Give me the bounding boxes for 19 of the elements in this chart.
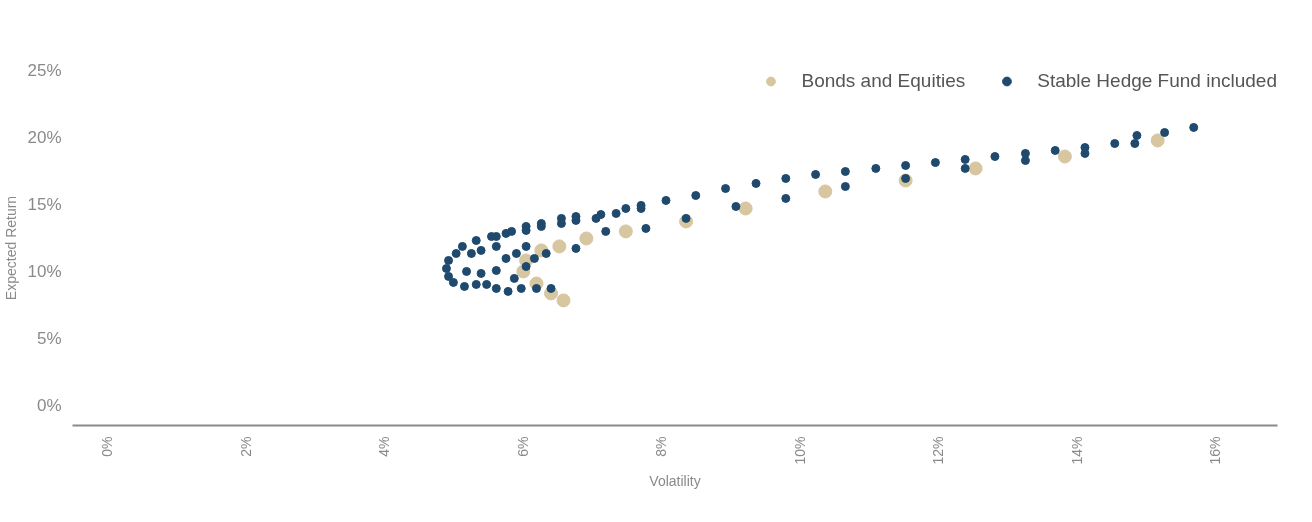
x-tick-label: 16% xyxy=(1207,436,1224,465)
y-tick-label: 0% xyxy=(36,395,62,415)
x-tick-label: 14% xyxy=(1068,436,1085,465)
legend-label: Bonds and Equities xyxy=(801,70,966,92)
y-axis-title: Expected Return xyxy=(3,195,20,301)
x-tick-label: 6% xyxy=(514,436,531,457)
x-tick-label: 8% xyxy=(653,436,670,457)
y-tick-label: 5% xyxy=(36,328,62,348)
x-tick-label: 0% xyxy=(99,436,116,457)
y-tick-label: 25% xyxy=(27,61,62,80)
x-tick-label: 4% xyxy=(376,436,393,457)
y-tick-label: 15% xyxy=(27,194,62,214)
legend-label: Stable Hedge Fund included xyxy=(1037,70,1277,92)
x-tick-label: 2% xyxy=(237,436,254,457)
x-tick-label: 12% xyxy=(930,436,947,465)
y-tick-label: 10% xyxy=(27,261,62,281)
x-tick-label: 10% xyxy=(791,436,808,465)
x-axis-title: Volatility xyxy=(649,472,701,489)
y-tick-label: 20% xyxy=(27,127,62,147)
